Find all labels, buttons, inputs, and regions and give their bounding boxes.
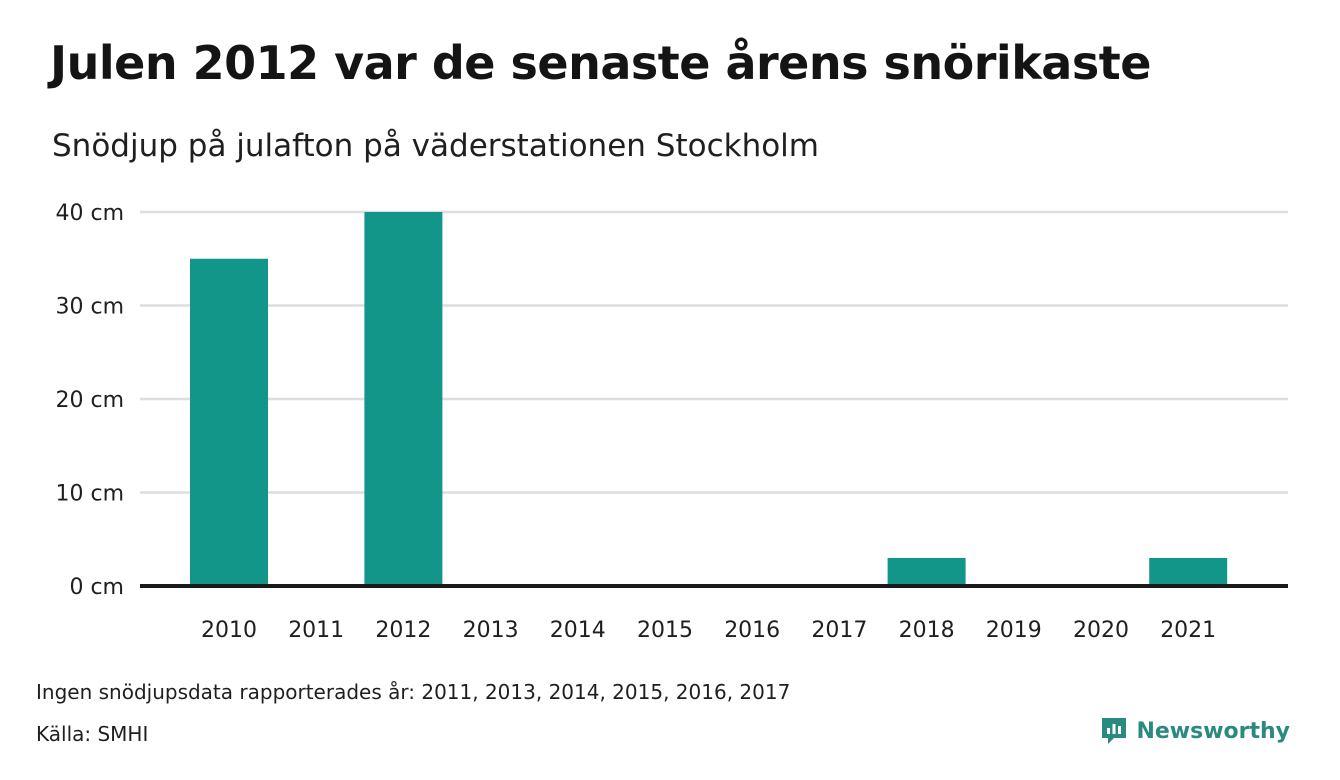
y-tick-label: 20 cm <box>55 388 124 413</box>
chart-bubble-icon <box>1102 718 1127 744</box>
x-tick-label: 2014 <box>550 618 606 643</box>
x-tick-label: 2016 <box>724 618 780 643</box>
y-tick-label: 40 cm <box>55 201 124 226</box>
x-tick-label: 2013 <box>463 618 519 643</box>
x-tick-label: 2018 <box>899 618 955 643</box>
x-tick-label: 2017 <box>811 618 867 643</box>
y-tick-label: 0 cm <box>69 575 124 600</box>
bars <box>190 212 1228 586</box>
bar-2021[interactable] <box>1149 557 1228 586</box>
chart-title: Julen 2012 var de senaste årens snörikas… <box>50 36 1151 90</box>
y-tick-label: 30 cm <box>55 295 124 320</box>
grid-lines <box>140 210 1288 494</box>
y-tick-label: 10 cm <box>55 482 124 507</box>
source-label: Källa: SMHI <box>36 722 149 746</box>
y-axis-ticks: 0 cm 10 cm 20 cm 30 cm 40 cm <box>55 201 124 600</box>
chart-subtitle: Snödjup på julafton på väderstationen St… <box>52 128 819 164</box>
bar-2018[interactable] <box>887 557 966 586</box>
x-tick-label: 2021 <box>1160 618 1216 643</box>
x-tick-label: 2015 <box>637 618 693 643</box>
x-tick-label: 2012 <box>375 618 431 643</box>
x-tick-label: 2011 <box>288 618 344 643</box>
brand-logo[interactable]: Newsworthy <box>1100 716 1290 746</box>
brand-name: Newsworthy <box>1136 718 1290 744</box>
x-tick-label: 2020 <box>1073 618 1129 643</box>
bar-2010[interactable] <box>190 258 268 586</box>
footnote-missing-data: Ingen snödjupsdata rapporterades år: 201… <box>36 680 791 704</box>
x-tick-label: 2019 <box>986 618 1042 643</box>
x-axis-ticks: 2010 2011 2012 2013 2014 2015 2016 2017 2018 2019… <box>201 618 1216 643</box>
bar-2012[interactable] <box>364 212 443 586</box>
x-tick-label: 2010 <box>201 618 257 643</box>
